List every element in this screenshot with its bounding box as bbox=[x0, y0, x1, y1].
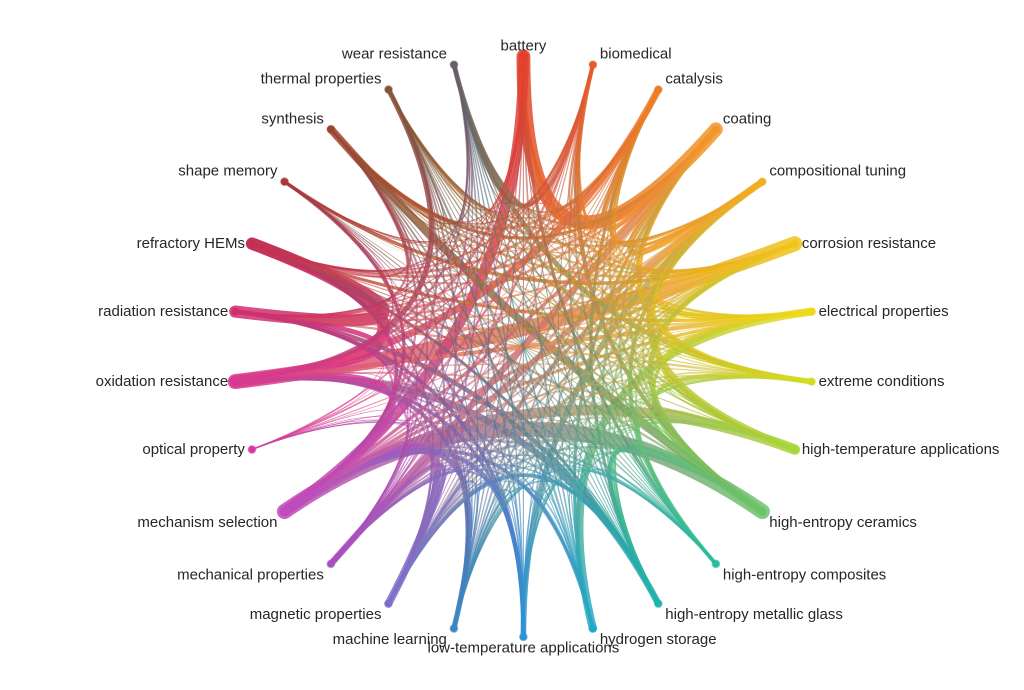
svg-text:corrosion resistance: corrosion resistance bbox=[802, 235, 936, 252]
svg-text:radiation resistance: radiation resistance bbox=[98, 303, 228, 320]
svg-text:high-entropy ceramics: high-entropy ceramics bbox=[769, 514, 917, 531]
svg-text:electrical properties: electrical properties bbox=[819, 303, 949, 320]
svg-text:refractory HEMs: refractory HEMs bbox=[137, 235, 245, 252]
svg-text:low-temperature applications: low-temperature applications bbox=[427, 639, 619, 656]
svg-text:compositional tuning: compositional tuning bbox=[769, 163, 906, 180]
svg-text:thermal properties: thermal properties bbox=[261, 71, 382, 88]
svg-text:high-temperature applications: high-temperature applications bbox=[802, 441, 1000, 458]
svg-text:coating: coating bbox=[723, 110, 771, 127]
svg-text:catalysis: catalysis bbox=[665, 71, 723, 88]
svg-text:extreme conditions: extreme conditions bbox=[819, 373, 945, 390]
svg-text:machine learning: machine learning bbox=[333, 631, 447, 648]
svg-text:synthesis: synthesis bbox=[261, 110, 324, 127]
svg-text:wear resistance: wear resistance bbox=[341, 46, 447, 63]
svg-text:mechanism selection: mechanism selection bbox=[137, 514, 277, 531]
svg-text:optical property: optical property bbox=[142, 441, 245, 458]
svg-text:shape memory: shape memory bbox=[178, 163, 278, 180]
svg-text:mechanical properties: mechanical properties bbox=[177, 566, 324, 583]
svg-text:biomedical: biomedical bbox=[600, 46, 672, 63]
svg-text:magnetic properties: magnetic properties bbox=[250, 606, 382, 623]
svg-text:oxidation resistance: oxidation resistance bbox=[96, 373, 229, 390]
svg-text:high-entropy composites: high-entropy composites bbox=[723, 566, 886, 583]
svg-text:battery: battery bbox=[501, 37, 547, 54]
svg-text:high-entropy metallic glass: high-entropy metallic glass bbox=[665, 606, 843, 623]
